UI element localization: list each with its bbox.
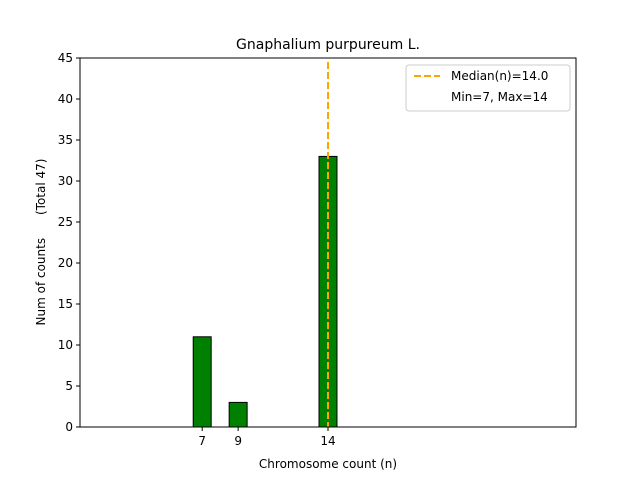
y-tick-label: 30 bbox=[58, 174, 73, 188]
y-tick-label: 25 bbox=[58, 215, 73, 229]
x-tick-label: 7 bbox=[198, 434, 206, 448]
legend: Median(n)=14.0 Min=7, Max=14 bbox=[405, 64, 571, 112]
y-axis-label: Num of counts (Total 47) bbox=[34, 159, 48, 326]
x-axis-label: Chromosome count (n) bbox=[259, 457, 397, 471]
legend-range-label: Min=7, Max=14 bbox=[451, 90, 548, 104]
y-tick-label: 45 bbox=[58, 51, 73, 65]
y-tick-label: 15 bbox=[58, 297, 73, 311]
x-tick-label: 9 bbox=[234, 434, 242, 448]
y-tick-label: 40 bbox=[58, 92, 73, 106]
chart-title: Gnaphalium purpureum L. bbox=[236, 37, 420, 53]
legend-box bbox=[405, 64, 571, 112]
plot-area: 0 5 10 15 20 25 30 35 40 45 7 9 14 bbox=[58, 51, 577, 448]
bar-7 bbox=[192, 336, 212, 428]
x-tick-label: 14 bbox=[320, 434, 335, 448]
y-tick-label: 20 bbox=[58, 256, 73, 270]
y-tick-label: 5 bbox=[65, 379, 73, 393]
y-tick-label: 10 bbox=[58, 338, 73, 352]
legend-median-label: Median(n)=14.0 bbox=[451, 69, 548, 83]
bar-9 bbox=[228, 401, 248, 428]
y-tick-label: 0 bbox=[65, 420, 73, 434]
y-tick-label: 35 bbox=[58, 133, 73, 147]
